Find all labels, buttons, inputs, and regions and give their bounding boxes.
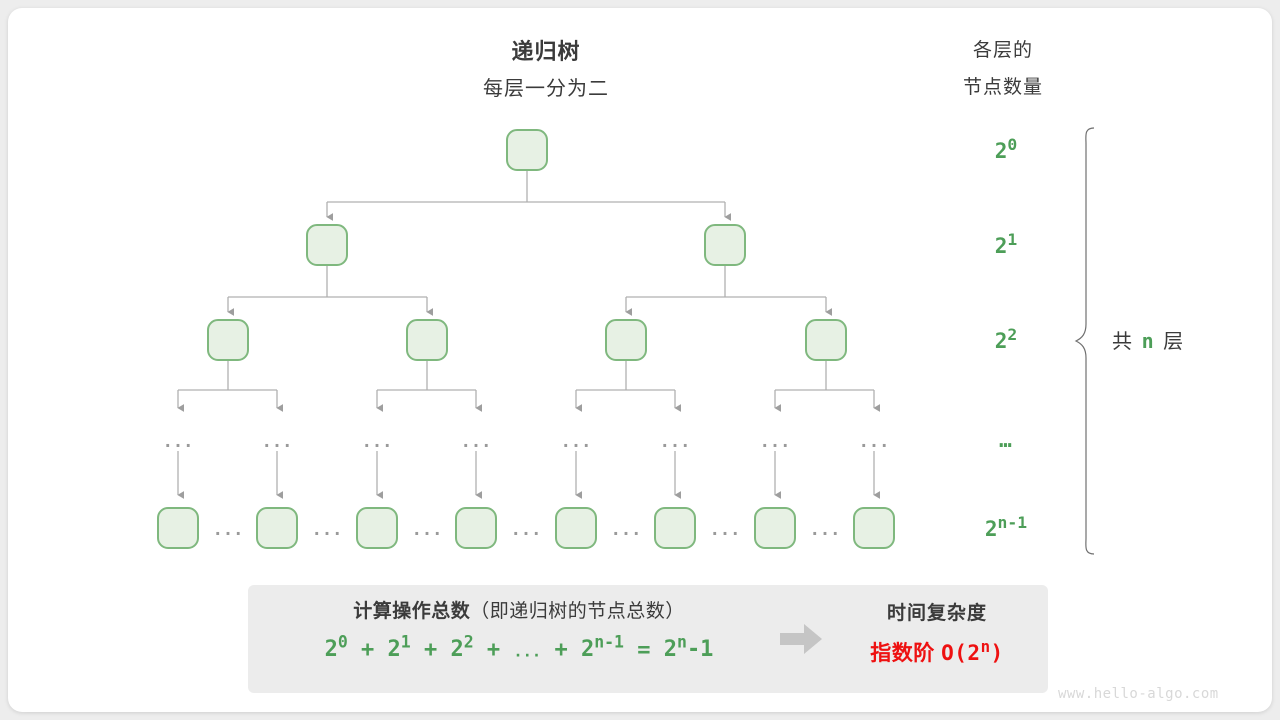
ellipsis-marker: ...	[659, 432, 691, 452]
ellipsis-marker: ...	[261, 432, 293, 452]
total-layers-variable: n	[1141, 329, 1156, 353]
formula-term-1: 21	[387, 633, 411, 663]
ellipsis-marker: ...	[361, 432, 393, 452]
ellipsis-marker: ...	[560, 432, 592, 452]
right-arrow-icon	[780, 624, 822, 654]
level-count-0-exp: 0	[1007, 135, 1018, 154]
summary-heading: 计算操作总数（即递归树的节点总数）	[254, 596, 784, 623]
level-count-2: 22	[946, 325, 1066, 353]
page-subtitle: 每层一分为二	[483, 78, 609, 100]
ellipsis-marker: ...	[411, 520, 443, 540]
right-header-line1: 各层的	[972, 40, 1033, 61]
complexity-value-prefix: 指数阶	[870, 642, 935, 665]
formula-plus: +	[423, 637, 438, 663]
levels-brace-icon	[1074, 127, 1095, 555]
total-layers-prefix: 共	[1112, 331, 1134, 353]
right-header-line2: 节点数量	[962, 77, 1043, 98]
summary-heading-bold: 计算操作总数	[353, 601, 471, 622]
ellipsis-marker: ...	[809, 520, 841, 540]
formula-equals: =	[637, 637, 651, 663]
page-title: 递归树	[511, 39, 581, 64]
ellipsis-marker: ...	[311, 520, 343, 540]
formula-plus: +	[486, 637, 501, 663]
ellipsis-marker: ...	[212, 520, 244, 540]
level-count-4: 2n-1	[946, 513, 1066, 541]
level-count-0-base: 2	[994, 139, 1008, 163]
summary-right: 时间复杂度 指数阶 O(2n)	[834, 598, 1040, 667]
summary-panel	[248, 585, 1048, 693]
watermark: www.hello-algo.com	[1058, 686, 1219, 702]
ellipsis-marker: ...	[709, 520, 741, 540]
total-layers-label: 共 n 层	[1112, 325, 1262, 354]
level-count-0: 20	[946, 135, 1066, 163]
level-count-1-base: 2	[994, 234, 1008, 258]
complexity-title: 时间复杂度	[886, 603, 987, 624]
summary-heading-rest: （即递归树的节点总数）	[470, 601, 685, 622]
ellipsis-marker: ...	[460, 432, 492, 452]
level-count-3: …	[999, 428, 1013, 452]
summary-left: 计算操作总数（即递归树的节点总数） 20 + 21 + 22 + ... + 2…	[254, 596, 784, 662]
formula-result: 2n-1	[663, 633, 714, 663]
level-count-4-base: 2	[984, 517, 998, 541]
level-count-1: 21	[946, 230, 1066, 258]
diagram-card: 递归树 每层一分为二 各层的 节点数量	[8, 8, 1272, 712]
summary-formula: 20 + 21 + 22 + ... + 2n-1 = 2n-1	[254, 633, 784, 662]
formula-term-0: 20	[324, 633, 348, 663]
formula-plus: +	[361, 637, 375, 663]
ellipsis-marker: ...	[858, 432, 890, 452]
formula-term-ellipsis: ...	[513, 642, 542, 661]
level-count-1-exp: 1	[1007, 230, 1018, 249]
ellipsis-marker: ...	[162, 432, 194, 452]
level-count-2-base: 2	[994, 329, 1008, 353]
level-count-2-exp: 2	[1007, 325, 1018, 344]
ellipsis-marker: ...	[759, 432, 791, 452]
level-count-4-exp: n-1	[997, 513, 1028, 532]
formula-term-2: 22	[450, 633, 474, 663]
ellipsis-marker: ...	[610, 520, 642, 540]
total-layers-suffix: 层	[1163, 331, 1186, 353]
complexity-notation: O(2n)	[941, 637, 1004, 665]
formula-term-last: 2n-1	[580, 633, 624, 663]
formula-plus: +	[554, 637, 568, 663]
ellipsis-marker: ...	[510, 520, 542, 540]
complexity-value: 指数阶 O(2n)	[834, 637, 1040, 667]
